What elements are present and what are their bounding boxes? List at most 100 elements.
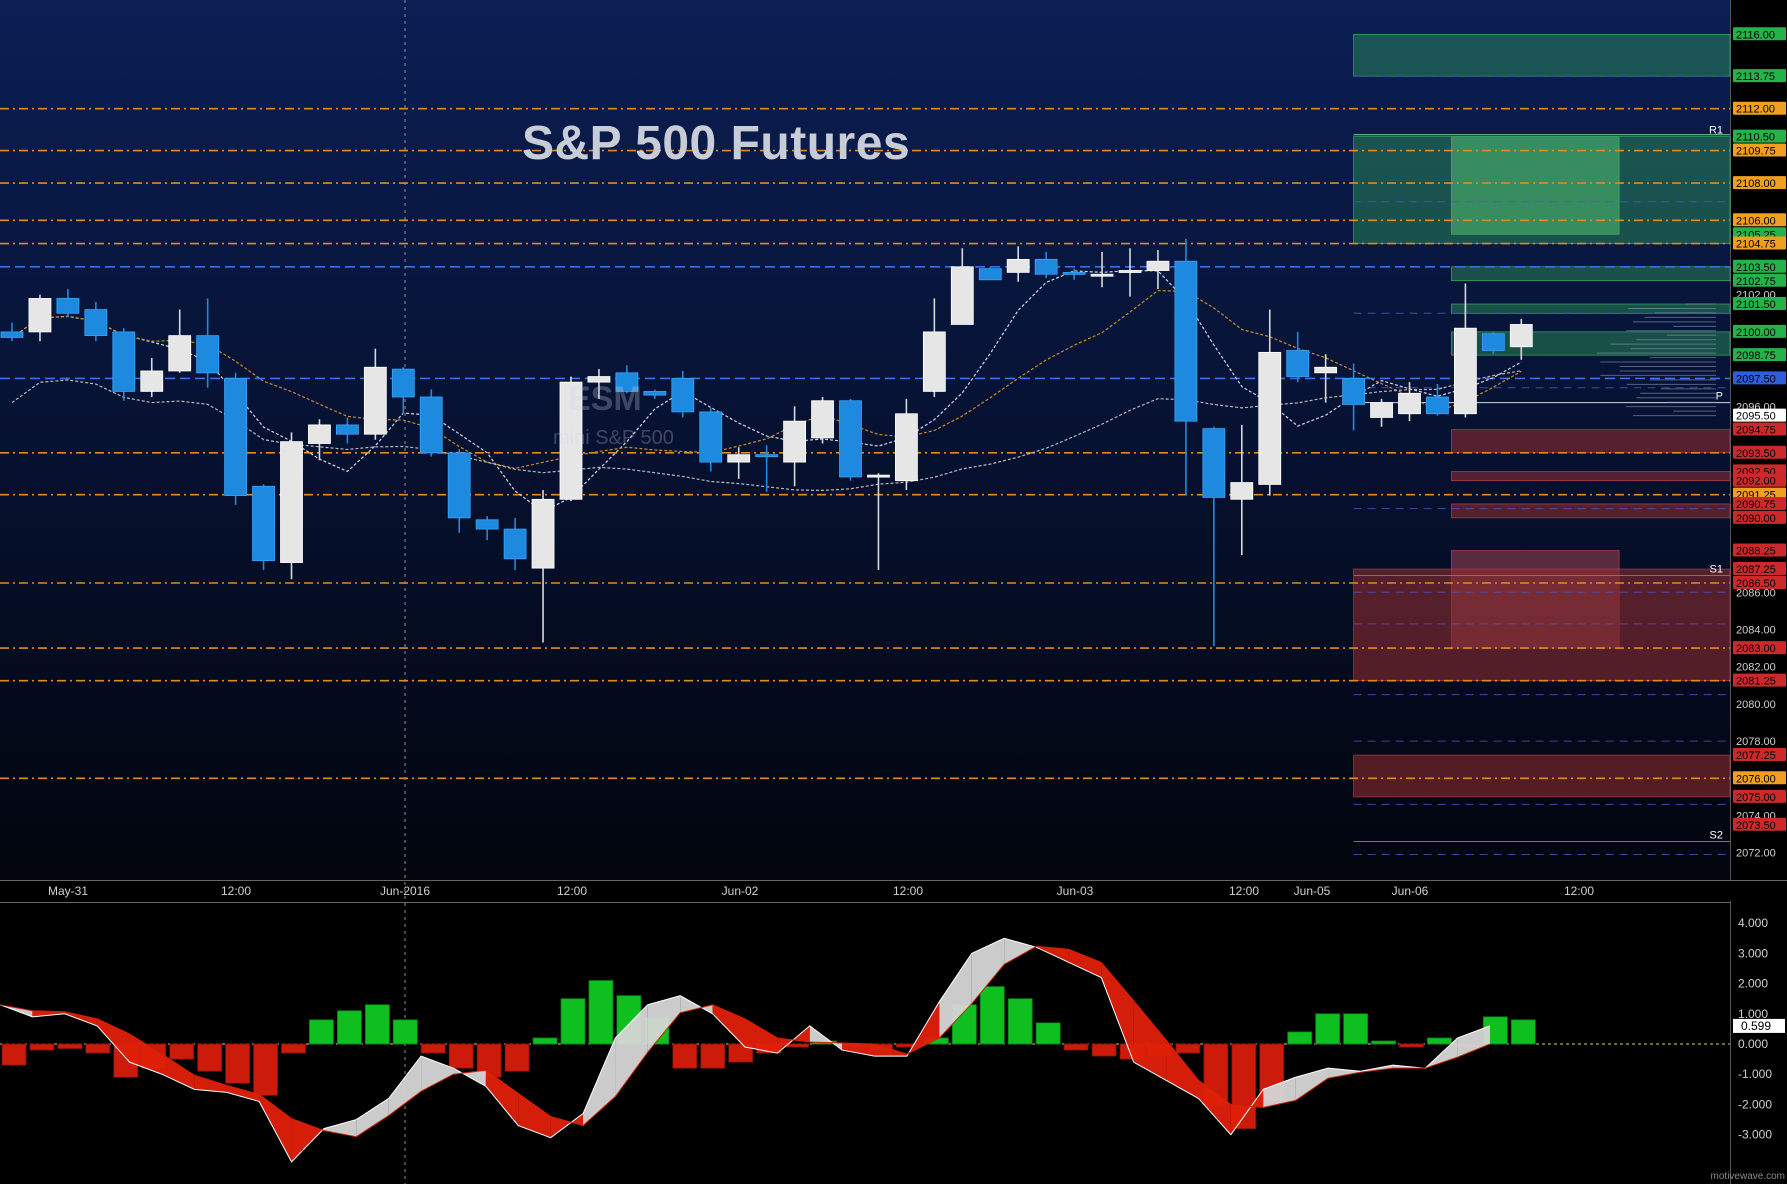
price-label-box bbox=[1733, 496, 1786, 510]
candle-body bbox=[587, 376, 611, 383]
price-label-text: 2116.00 bbox=[1736, 29, 1775, 41]
candle-body bbox=[1202, 428, 1226, 498]
candle-body bbox=[531, 498, 555, 569]
price-label-box bbox=[1733, 473, 1786, 487]
macd-ribbon-segment bbox=[1295, 1068, 1329, 1101]
price-level-label: 2102.75 bbox=[1733, 273, 1786, 288]
macd-ribbon-segment bbox=[1263, 1077, 1296, 1108]
price-label-text: 2077.25 bbox=[1736, 750, 1776, 762]
macd-ribbon-segment bbox=[194, 1075, 227, 1093]
macd-ribbon-segment bbox=[1004, 938, 1037, 965]
candle bbox=[84, 302, 108, 342]
price-label-box bbox=[1733, 771, 1786, 785]
macd-ribbon-segment bbox=[1166, 1039, 1199, 1099]
price-label-text: 2092.00 bbox=[1736, 476, 1776, 488]
price-label-text: 2098.75 bbox=[1736, 350, 1776, 362]
macd-ribbon-segment bbox=[388, 1056, 422, 1116]
macd-histogram-bar bbox=[1315, 1013, 1341, 1045]
macd-ribbon-segment bbox=[1198, 1080, 1231, 1135]
candle bbox=[783, 406, 806, 487]
candle-body bbox=[335, 424, 359, 435]
price-level-label: 2077.25 bbox=[1733, 748, 1786, 762]
price-level-label: 2094.75 bbox=[1733, 422, 1786, 437]
price-level-label: 2087.25 bbox=[1733, 562, 1786, 576]
candle-body bbox=[28, 298, 52, 333]
candle bbox=[1174, 238, 1198, 496]
price-label-text: 2106.00 bbox=[1736, 215, 1776, 227]
price-label-box bbox=[1733, 817, 1786, 831]
price-level-label: 2106.00 bbox=[1733, 213, 1786, 227]
time-tick-label: Jun-02 bbox=[722, 884, 759, 898]
zone-green bbox=[1451, 303, 1731, 314]
time-tick-label: 12:00 bbox=[1229, 884, 1259, 898]
macd-histogram-bar bbox=[448, 1043, 474, 1069]
time-tick-label: 12:00 bbox=[1564, 884, 1594, 898]
macd-histogram-bar bbox=[1427, 1037, 1452, 1045]
price-level-label: 2103.50 bbox=[1733, 259, 1786, 274]
time-tick-label: Jun-03 bbox=[1057, 884, 1094, 898]
macd-line bbox=[0, 937, 1491, 1163]
candle bbox=[727, 447, 751, 479]
candle bbox=[168, 309, 192, 373]
price-level-label: 2097.50 bbox=[1733, 371, 1786, 385]
macd-tick-label: -2.000 bbox=[1738, 1097, 1772, 1111]
macd-histogram-bar bbox=[588, 980, 614, 1045]
macd-ribbon-segment bbox=[1101, 962, 1134, 1063]
macd-histogram-bar bbox=[504, 1043, 530, 1072]
candle bbox=[1062, 268, 1086, 280]
macd-histogram-bar bbox=[1510, 1019, 1536, 1045]
candle-body bbox=[1509, 324, 1533, 348]
candle bbox=[978, 266, 1002, 281]
macd-histogram-bar bbox=[560, 998, 586, 1045]
macd-ribbon-segment bbox=[615, 1004, 648, 1097]
macd-histogram-bar bbox=[1007, 998, 1033, 1045]
price-label-text: 2100.00 bbox=[1736, 327, 1776, 339]
macd-ribbon-segment bbox=[226, 1085, 260, 1102]
candle bbox=[1034, 251, 1058, 278]
candle bbox=[280, 432, 303, 580]
macd-ribbon-segment bbox=[745, 1018, 778, 1054]
candle-body bbox=[922, 331, 946, 392]
candle bbox=[1230, 424, 1254, 556]
macd-ribbon-segment bbox=[680, 995, 713, 1014]
zone-red bbox=[1451, 471, 1731, 481]
price-level-label: 2101.50 bbox=[1733, 297, 1786, 311]
macd-histogram-bar bbox=[1035, 1022, 1061, 1045]
price-label-text: 2109.75 bbox=[1736, 146, 1776, 158]
candle-body bbox=[84, 309, 108, 337]
candle bbox=[531, 490, 555, 643]
candle bbox=[56, 289, 80, 318]
candle-body bbox=[615, 372, 639, 392]
macd-histogram-bar bbox=[1371, 1040, 1396, 1045]
candle bbox=[252, 484, 275, 570]
macd-histogram-bar bbox=[1, 1043, 27, 1066]
candle bbox=[1006, 246, 1030, 282]
candle bbox=[1370, 398, 1393, 427]
price-label-box bbox=[1733, 101, 1786, 115]
macd-histogram-bar bbox=[1343, 1013, 1368, 1045]
price-label-text: 2113.75 bbox=[1736, 71, 1775, 83]
candle-body bbox=[1230, 482, 1254, 500]
macd-histogram-bar bbox=[309, 1019, 334, 1045]
chart-title: S&P 500 Futures bbox=[522, 117, 911, 170]
candle-body bbox=[1481, 333, 1505, 351]
price-label-text: 2103.50 bbox=[1736, 262, 1776, 274]
candle-body bbox=[363, 366, 387, 435]
macd-tick-label: 3.000 bbox=[1738, 946, 1768, 960]
macd-ribbon-segment bbox=[356, 1098, 389, 1137]
candle bbox=[1481, 331, 1505, 355]
macd-axis[interactable] bbox=[1730, 901, 1787, 1184]
price-label-text: 2086.50 bbox=[1736, 578, 1776, 590]
candle bbox=[503, 517, 527, 570]
macd-histogram-bar bbox=[336, 1010, 362, 1045]
candle bbox=[867, 473, 890, 570]
macd-tick-label: 0.000 bbox=[1738, 1037, 1768, 1051]
candle-body bbox=[978, 268, 1002, 281]
time-tick-label: 12:00 bbox=[221, 884, 251, 898]
candle-body bbox=[895, 413, 918, 482]
price-level-label: 2081.25 bbox=[1733, 673, 1786, 688]
candle bbox=[28, 294, 52, 342]
price-label-text: 2110.50 bbox=[1736, 132, 1775, 144]
candle bbox=[922, 298, 946, 397]
